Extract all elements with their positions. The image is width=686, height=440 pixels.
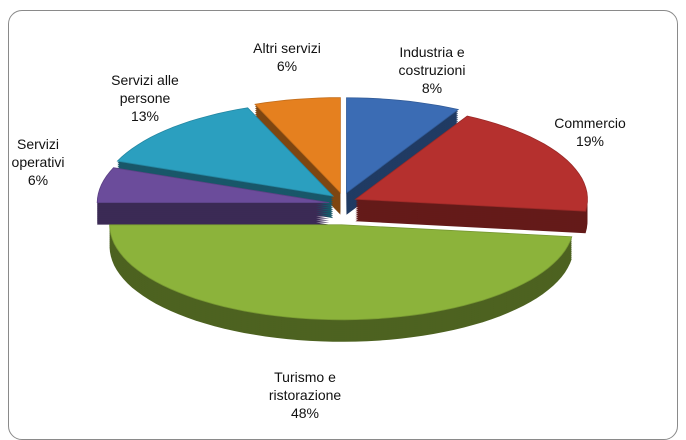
slice <box>116 107 335 197</box>
slice-label: Servizi operativi 6% <box>3 135 73 189</box>
value-label: 13% <box>130 108 160 124</box>
value-label: 19% <box>575 133 605 149</box>
slice <box>254 97 341 194</box>
slice <box>354 115 588 212</box>
category-name: Industria e costruzioni <box>398 44 466 78</box>
slice-label: Turismo e ristorazione 48% <box>255 368 355 422</box>
value-label: 6% <box>276 58 298 74</box>
category-name: Turismo e ristorazione <box>268 369 342 403</box>
value-label: 48% <box>290 405 320 421</box>
category-name: Altri servizi <box>253 40 321 56</box>
category-name: Commercio <box>554 115 626 131</box>
page: (() => { const data = JSON.parse(documen… <box>3 10 678 440</box>
value-label: 6% <box>27 172 49 188</box>
slice-label: Commercio 19% <box>535 114 645 150</box>
slice-label: Altri servizi 6% <box>227 39 347 75</box>
slice <box>346 97 460 194</box>
category-name: Servizi operativi <box>11 136 65 170</box>
slice <box>109 224 573 321</box>
category-name: Servizi alle persone <box>111 72 179 106</box>
chart <box>96 97 588 342</box>
slice <box>96 167 330 204</box>
slice-label: Servizi alle persone 13% <box>95 71 195 125</box>
slice-label: Industria e costruzioni 8% <box>382 43 482 97</box>
value-label: 8% <box>421 80 443 96</box>
